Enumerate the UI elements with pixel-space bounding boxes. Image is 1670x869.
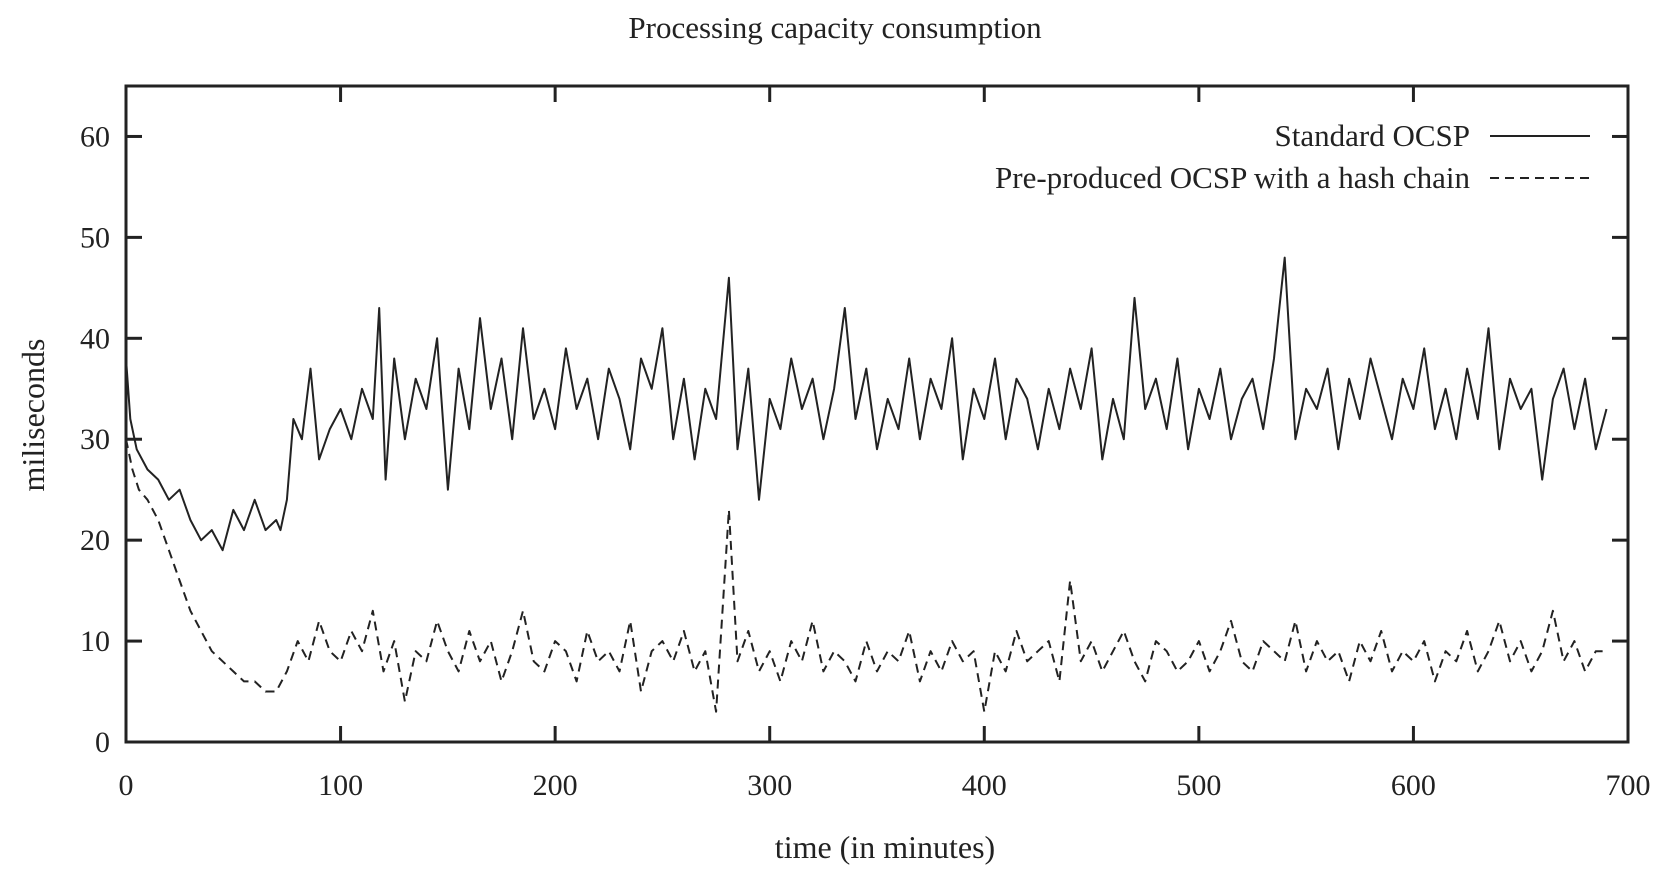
x-tick-label: 100 [318,769,363,802]
y-tick-label: 10 [80,625,110,658]
x-tick-label: 200 [533,769,578,802]
chart-title: Processing capacity consumption [628,10,1042,45]
y-tick-label: 50 [80,221,110,254]
y-tick-label: 0 [95,726,110,759]
series-line-1 [125,438,1607,713]
ticks-layer: 0 100 200 300 400 500 600 700 0 10 20 30 40 50 60 [80,86,1651,802]
legend: Standard OCSP Pre-produced OCSP with a ha… [995,118,1590,195]
y-axis-label: miliseconds [15,339,51,492]
series-line-0 [125,256,1608,552]
legend-label-1: Pre-produced OCSP with a hash chain [995,160,1470,195]
x-tick-label: 400 [962,769,1007,802]
y-tick-label: 30 [80,423,110,456]
series-layer [125,256,1608,713]
x-tick-label: 700 [1606,769,1651,802]
y-tick-label: 20 [80,524,110,557]
x-tick-label: 600 [1391,769,1436,802]
x-axis-label: time (in minutes) [775,829,995,865]
x-tick-label: 300 [747,769,792,802]
legend-label-0: Standard OCSP [1275,118,1471,153]
y-tick-label: 40 [80,322,110,355]
x-tick-label: 0 [119,769,134,802]
y-tick-label: 60 [80,120,110,153]
x-tick-label: 500 [1176,769,1221,802]
plot-frame [124,84,1630,744]
